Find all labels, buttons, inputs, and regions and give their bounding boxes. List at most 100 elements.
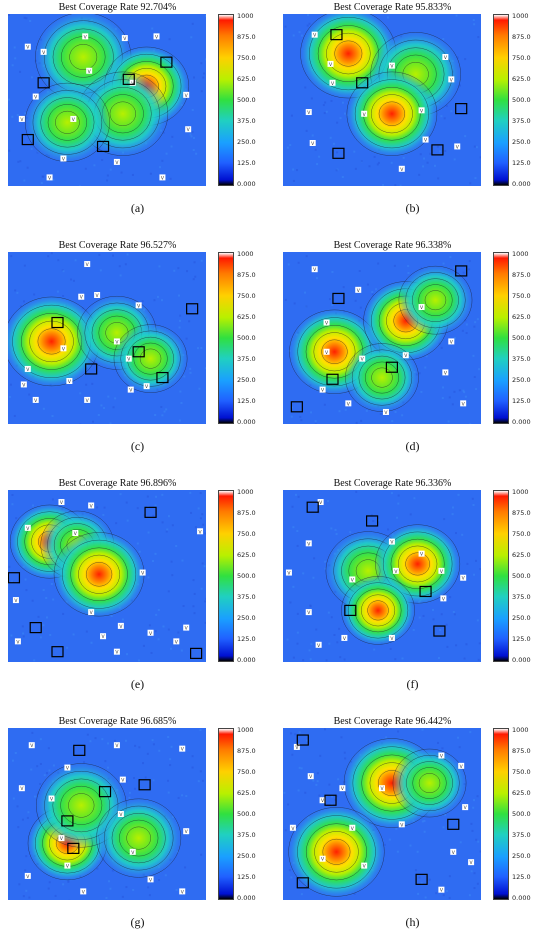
colorbar-tick-label: 125.0 (512, 873, 531, 881)
sensor-node: V (33, 94, 39, 101)
sensor-node: V (136, 302, 142, 309)
coverage-peak (113, 323, 188, 394)
sensor-node: V (25, 525, 31, 532)
sensor-node: V (78, 294, 84, 301)
sensor-node: V (399, 821, 405, 828)
sensor-node: V (140, 570, 146, 577)
colorbar-tick-label: 0.000 (237, 894, 256, 902)
sensor-node: V (361, 863, 367, 870)
sensor-node: V (440, 595, 446, 602)
sensor-node: V (316, 642, 322, 649)
colorbar (493, 14, 509, 186)
coverage-peak (288, 805, 386, 898)
sensor-node: V (183, 92, 189, 99)
sensor-node: V (328, 61, 334, 68)
sensor-node: V (94, 292, 100, 299)
sensor-node: V (114, 159, 120, 166)
sensor-node: V (148, 876, 154, 883)
sensor-node: V (468, 859, 474, 866)
coverage-peak (392, 748, 467, 819)
colorbar-tick-label: 250.0 (512, 614, 531, 622)
colorbar-tick-label: 375.0 (237, 355, 256, 363)
panel-title: Best Coverage Rate 96.442% (275, 716, 510, 727)
sensor-node: V (389, 635, 395, 642)
colorbar-tick-label: 500.0 (237, 572, 256, 580)
coverage-peak (53, 531, 145, 618)
sensor-node: V (72, 530, 78, 537)
sensor-node: V (154, 33, 160, 40)
sensor-node: V (21, 381, 27, 388)
sensor-node: V (462, 804, 468, 811)
sensor-node: V (118, 623, 124, 630)
sensor-node: V (419, 107, 425, 114)
colorbar-tick-label: 625.0 (237, 313, 256, 321)
sensor-node: V (64, 765, 70, 772)
sensor-node: V (58, 835, 64, 842)
colorbar (493, 728, 509, 900)
panel-label: (e) (0, 677, 275, 692)
colorbar-tick-label: 0.000 (237, 656, 256, 664)
sensor-node: V (345, 400, 351, 407)
sensor-node: V (312, 32, 318, 39)
sensor-node: V (320, 856, 326, 863)
colorbar-tick-label: 0.000 (512, 894, 531, 902)
sensor-node: V (306, 109, 312, 116)
sensor-node: V (82, 33, 88, 40)
colorbar-tick-label: 250.0 (237, 852, 256, 860)
colorbar-tick-label: 875.0 (237, 33, 256, 41)
sensor-node: V (389, 539, 395, 546)
sensor-node: V (183, 828, 189, 835)
panel-label: (d) (275, 439, 550, 454)
panel-title: Best Coverage Rate 96.338% (275, 240, 510, 251)
sensor-node: V (19, 785, 25, 792)
sensor-node: V (349, 576, 355, 583)
sensor-node: V (290, 825, 296, 832)
colorbar-tick-label: 125.0 (512, 635, 531, 643)
sensor-node: V (120, 777, 126, 784)
sensor-node: V (179, 746, 185, 753)
colorbar-tick-label: 375.0 (237, 831, 256, 839)
colorbar-tick-label: 0.000 (512, 180, 531, 188)
sensor-node: V (339, 785, 345, 792)
sensor-node: V (197, 528, 203, 535)
sensor-node: V (308, 773, 314, 780)
colorbar-tick-label: 125.0 (237, 397, 256, 405)
sensor-node: V (122, 35, 128, 42)
sensor-node: V (66, 378, 72, 385)
colorbar-tick-label: 500.0 (512, 334, 531, 342)
sensor-node: V (349, 825, 355, 832)
colorbar-tick-label: 375.0 (512, 831, 531, 839)
sensor-node: V (15, 638, 21, 645)
sensor-node: V (64, 863, 70, 870)
colorbar-tick-label: 625.0 (237, 75, 256, 83)
sensor-node: V (286, 570, 292, 577)
panel-title: Best Coverage Rate 96.685% (0, 716, 235, 727)
sensor-node: V (330, 80, 336, 87)
colorbar-tick-label: 500.0 (512, 810, 531, 818)
colorbar-tick-label: 750.0 (237, 768, 256, 776)
panel-label: (a) (0, 201, 275, 216)
sensor-node: V (341, 635, 347, 642)
coverage-peak (341, 575, 416, 646)
colorbar-tick-label: 625.0 (512, 75, 531, 83)
sensor-node: V (448, 76, 454, 83)
colorbar (493, 490, 509, 662)
colorbar-tick-label: 750.0 (237, 292, 256, 300)
colorbar-tick-label: 625.0 (512, 551, 531, 559)
colorbar-tick-label: 625.0 (237, 789, 256, 797)
sensor-node: V (60, 345, 66, 352)
colorbar-tick-label: 500.0 (237, 334, 256, 342)
sensor-node: V (458, 763, 464, 770)
